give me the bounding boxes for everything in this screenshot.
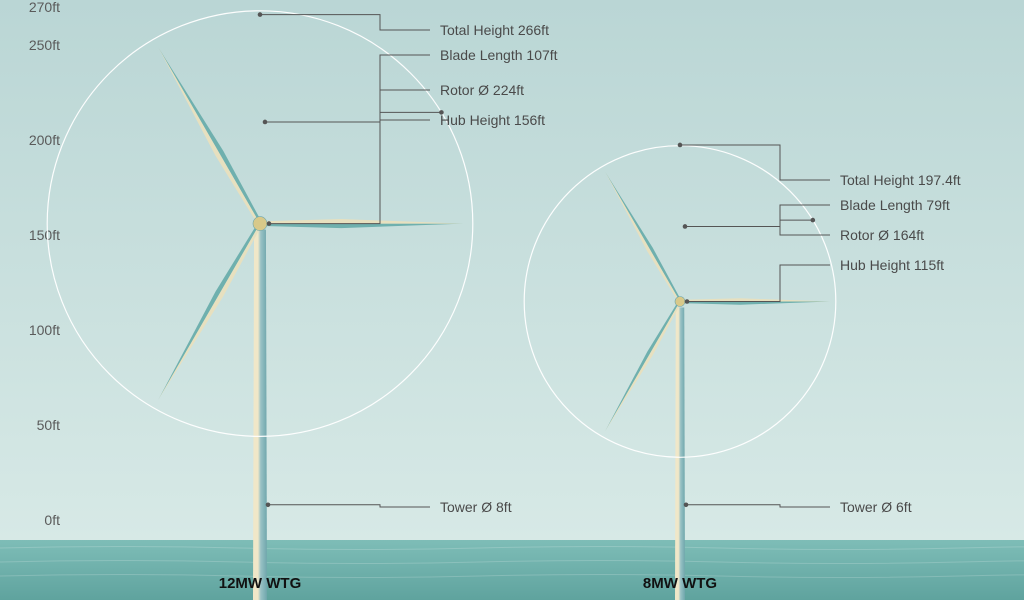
turbine-name-label: 12MW WTG bbox=[219, 575, 302, 592]
callout-label-rotor: Rotor Ø 164ft bbox=[840, 227, 924, 243]
callout-label-blade_length: Blade Length 79ft bbox=[840, 197, 950, 213]
callout-label-hub_height: Hub Height 115ft bbox=[840, 257, 944, 273]
axis-tick-label: 150ft bbox=[29, 227, 60, 243]
callout-label-total_height: Total Height 266ft bbox=[440, 22, 549, 38]
callout-label-hub_height: Hub Height 156ft bbox=[440, 112, 545, 128]
turbine-hub bbox=[253, 217, 267, 231]
axis-tick-label: 250ft bbox=[29, 37, 60, 53]
diagram-svg: 0ft 50ft 100ft 150ft 200ft 250ft 270ft Total He… bbox=[0, 0, 1024, 600]
turbine-hub bbox=[675, 297, 685, 307]
callout-label-rotor: Rotor Ø 224ft bbox=[440, 82, 524, 98]
axis-tick-label: 100ft bbox=[29, 322, 60, 338]
callout-label-total_height: Total Height 197.4ft bbox=[840, 172, 961, 188]
axis-tick-label: 200ft bbox=[29, 132, 60, 148]
callout-label-blade_length: Blade Length 107ft bbox=[440, 47, 558, 63]
callout-label-tower: Tower Ø 6ft bbox=[840, 499, 912, 515]
callout-label-tower: Tower Ø 8ft bbox=[440, 499, 512, 515]
turbine-name-label: 8MW WTG bbox=[643, 575, 717, 592]
axis-tick-label: 50ft bbox=[37, 417, 60, 433]
axis-tick-label: 0ft bbox=[44, 512, 60, 528]
axis-tick-label: 270ft bbox=[29, 0, 60, 15]
turbine-tower bbox=[253, 230, 267, 600]
turbine-tower bbox=[675, 308, 685, 600]
diagram-stage: 0ft 50ft 100ft 150ft 200ft 250ft 270ft Total He… bbox=[0, 0, 1024, 600]
